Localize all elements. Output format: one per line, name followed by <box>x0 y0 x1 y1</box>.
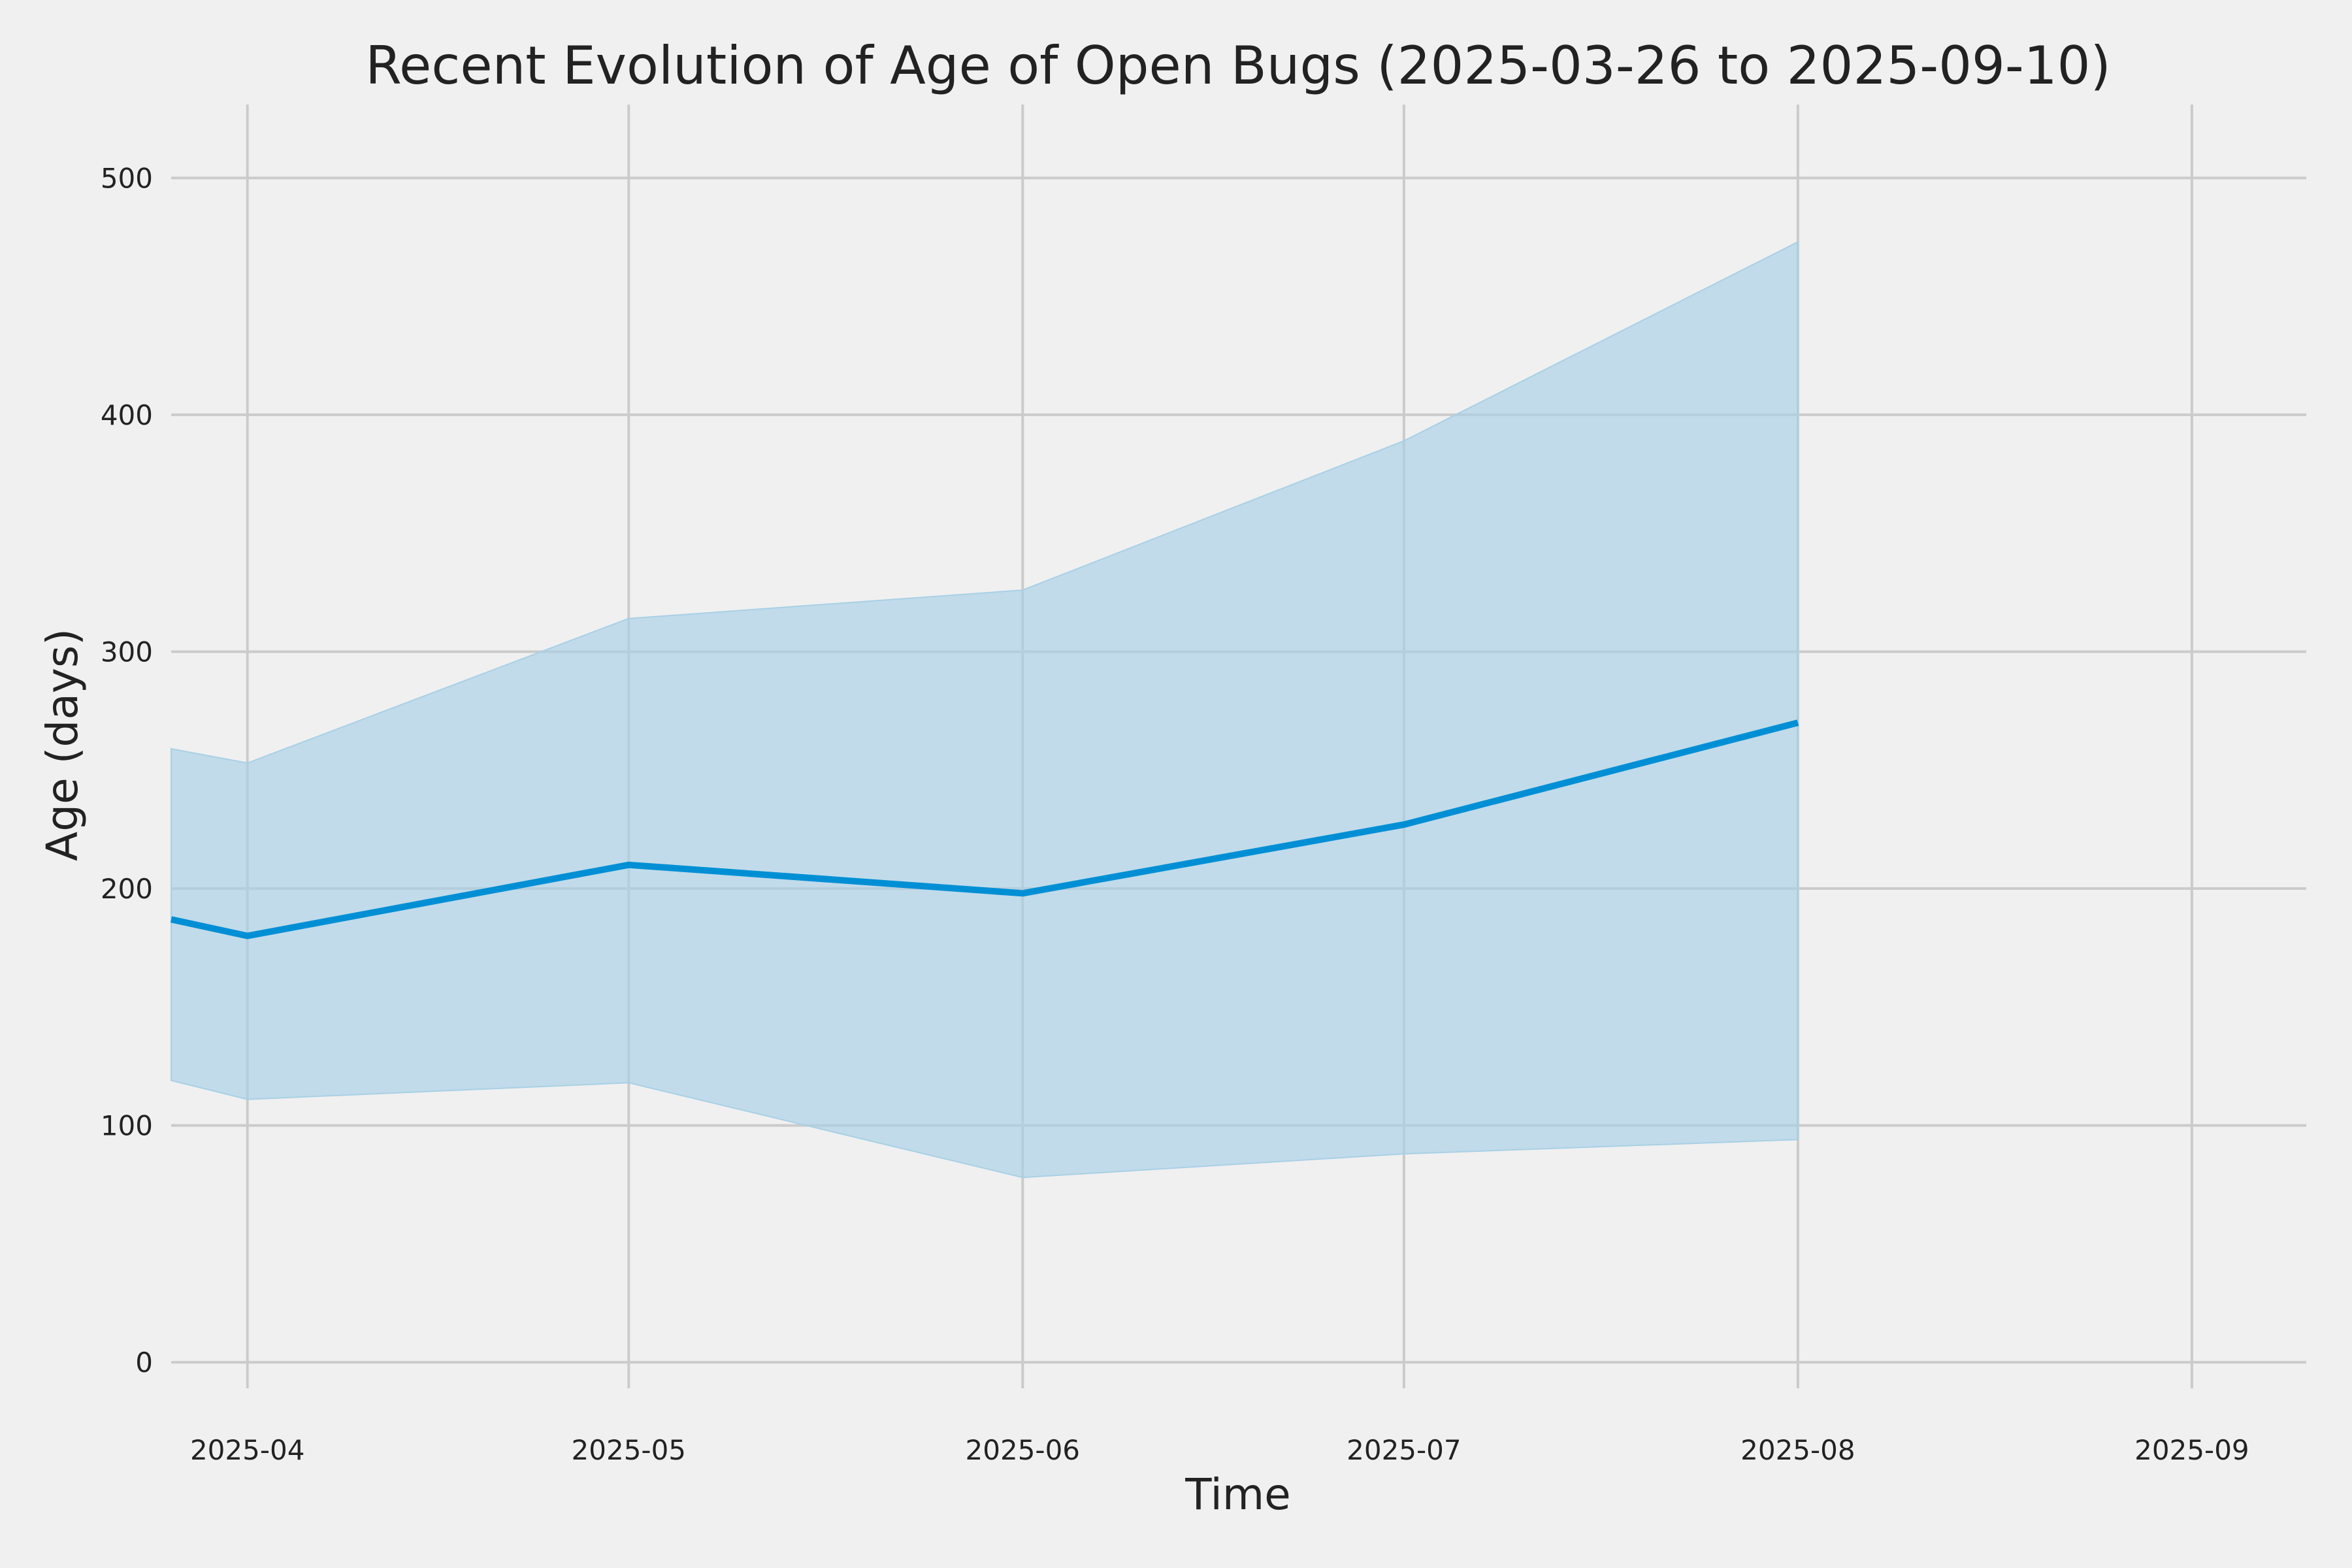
y-axis-label: Age (days) <box>37 629 88 861</box>
x-tick-label: 2025-04 <box>190 1434 305 1466</box>
x-tick-label: 2025-08 <box>1740 1434 1855 1466</box>
median-age-line <box>170 719 1799 939</box>
x-tick-label: 2025-07 <box>1347 1434 1462 1466</box>
x-axis-label: Time <box>1184 1469 1291 1520</box>
y-tick-label: 100 <box>101 1110 153 1142</box>
y-tick-label: 200 <box>101 873 153 905</box>
y-tick-label: 300 <box>101 636 153 668</box>
y-tick-labels: 0 100 200 300 400 500 <box>101 162 153 1379</box>
range-band-area <box>171 240 1799 1179</box>
y-tick-label: 0 <box>135 1347 153 1379</box>
x-tick-label: 2025-09 <box>2134 1434 2249 1466</box>
y-tick-label: 400 <box>101 399 153 431</box>
chart-title: Recent Evolution of Age of Open Bugs (20… <box>365 35 2111 96</box>
y-tick-label: 500 <box>101 162 153 194</box>
median-line <box>170 719 1799 939</box>
x-tick-label: 2025-06 <box>966 1434 1081 1466</box>
range-band <box>171 240 1799 1179</box>
x-tick-label: 2025-05 <box>572 1434 687 1466</box>
x-tick-labels: 2025-04 2025-05 2025-06 2025-07 2025-08 2025-… <box>190 1434 2249 1466</box>
